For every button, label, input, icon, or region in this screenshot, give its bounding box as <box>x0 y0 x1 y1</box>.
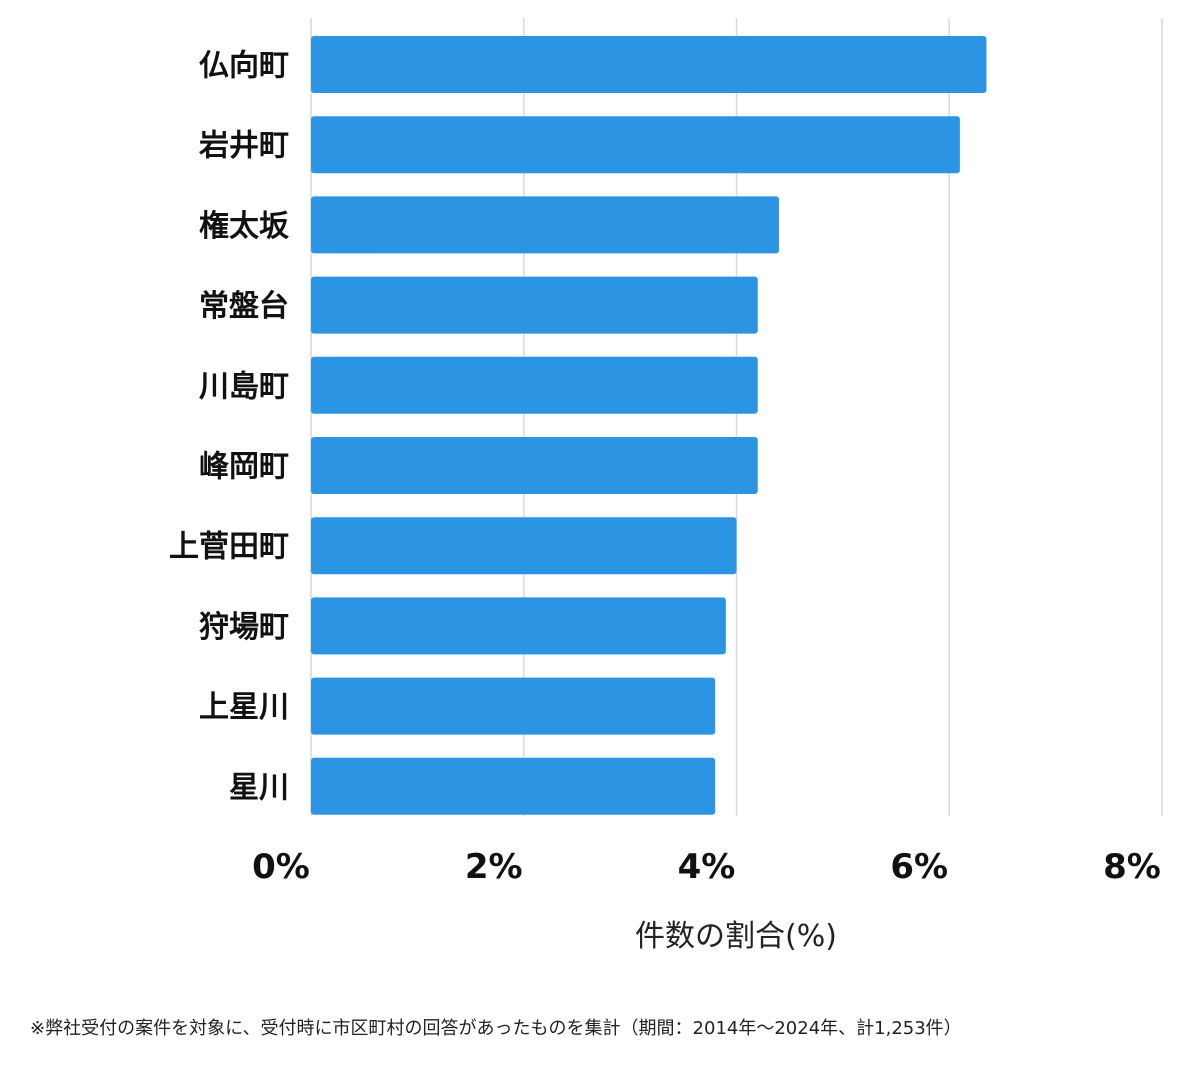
x-tick-label: 6% <box>890 847 948 887</box>
bar <box>311 597 726 655</box>
bar <box>311 437 758 494</box>
x-tick-label: 4% <box>678 847 736 887</box>
category-label: 常盤台 <box>199 289 289 324</box>
bar <box>311 356 758 414</box>
bar <box>311 757 716 815</box>
bar <box>311 276 758 334</box>
category-label: 上菅田町 <box>169 530 289 565</box>
bar <box>311 677 716 735</box>
bar <box>311 116 960 174</box>
footnote: ※弊社受付の案件を対象に、受付時に市区町村の回答があったものを集計（期間：201… <box>30 1018 962 1039</box>
bar <box>311 517 737 575</box>
category-label: 上星川 <box>199 690 289 725</box>
category-label: 権太坂 <box>199 209 289 244</box>
category-label: 星川 <box>229 770 289 805</box>
bars <box>311 36 987 815</box>
category-label: 仏向町 <box>199 49 289 84</box>
x-tick-label: 0% <box>252 847 310 887</box>
x-tick-label: 8% <box>1103 847 1161 887</box>
category-label: 狩場町 <box>199 610 289 645</box>
x-tick-labels: 0% 2% 4% 6% 8% <box>252 847 1161 887</box>
category-label: 川島町 <box>199 369 289 404</box>
category-label: 峰岡町 <box>199 450 289 485</box>
x-axis-title: 件数の割合(%) <box>635 919 837 954</box>
category-label: 岩井町 <box>199 129 289 164</box>
x-tick-label: 2% <box>465 847 523 887</box>
bar <box>311 196 780 254</box>
bar <box>311 36 987 93</box>
